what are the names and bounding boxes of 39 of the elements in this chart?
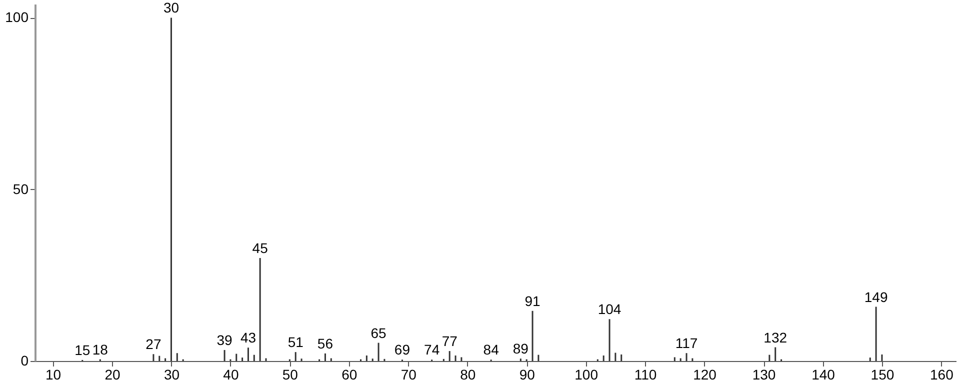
y-tick-label: 50 [12,180,29,197]
x-tick-label: 80 [460,366,476,382]
annotation: 77 [442,333,458,350]
annotation: 117 [675,335,698,352]
x-tick-label: 130 [752,366,776,382]
x-tick-label: 140 [812,366,836,382]
annotation: 104 [598,301,622,318]
x-tick-label: 70 [400,366,417,382]
x-tick-label: 40 [223,366,239,382]
x-tick-label: 10 [45,366,62,382]
annotation: 89 [512,340,529,357]
x-tick-label: 90 [519,366,536,382]
annotation: 18 [92,341,108,358]
annotation: 132 [764,329,788,346]
y-tick-label: 0 [20,352,29,368]
annotation: 45 [252,240,268,256]
y-tick-label: 100 [5,9,29,26]
annotation: 30 [163,0,180,16]
x-tick-label: 150 [870,366,894,382]
x-tick-label: 20 [104,366,120,382]
annotation: 15 [74,342,90,358]
x-tick-label: 60 [342,366,358,382]
annotation: 65 [370,324,387,341]
annotation: 74 [424,342,440,358]
x-tick-label: 120 [693,366,717,382]
x-tick-label: 110 [634,366,657,382]
annotation: 84 [483,342,500,358]
x-tick-label: 30 [164,366,180,382]
x-tick-label: 160 [930,366,954,382]
x-tick-label: 100 [574,366,598,382]
annotation: 43 [240,330,256,346]
annotation: 27 [146,336,162,352]
annotation: 51 [288,334,304,350]
x-tick-label: 50 [282,366,298,382]
annotation: 149 [864,288,888,305]
annotation: 56 [317,335,334,352]
annotation: 69 [394,342,410,358]
annotation: 39 [216,332,233,348]
annotation: 91 [524,292,541,309]
